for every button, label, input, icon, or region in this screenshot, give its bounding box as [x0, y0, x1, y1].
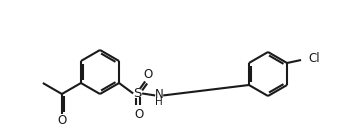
Text: O: O [144, 68, 153, 81]
Text: S: S [133, 87, 141, 100]
Text: N: N [155, 88, 163, 101]
Text: O: O [57, 114, 67, 127]
Text: O: O [135, 108, 144, 121]
Text: Cl: Cl [308, 53, 320, 65]
Text: H: H [155, 97, 163, 107]
